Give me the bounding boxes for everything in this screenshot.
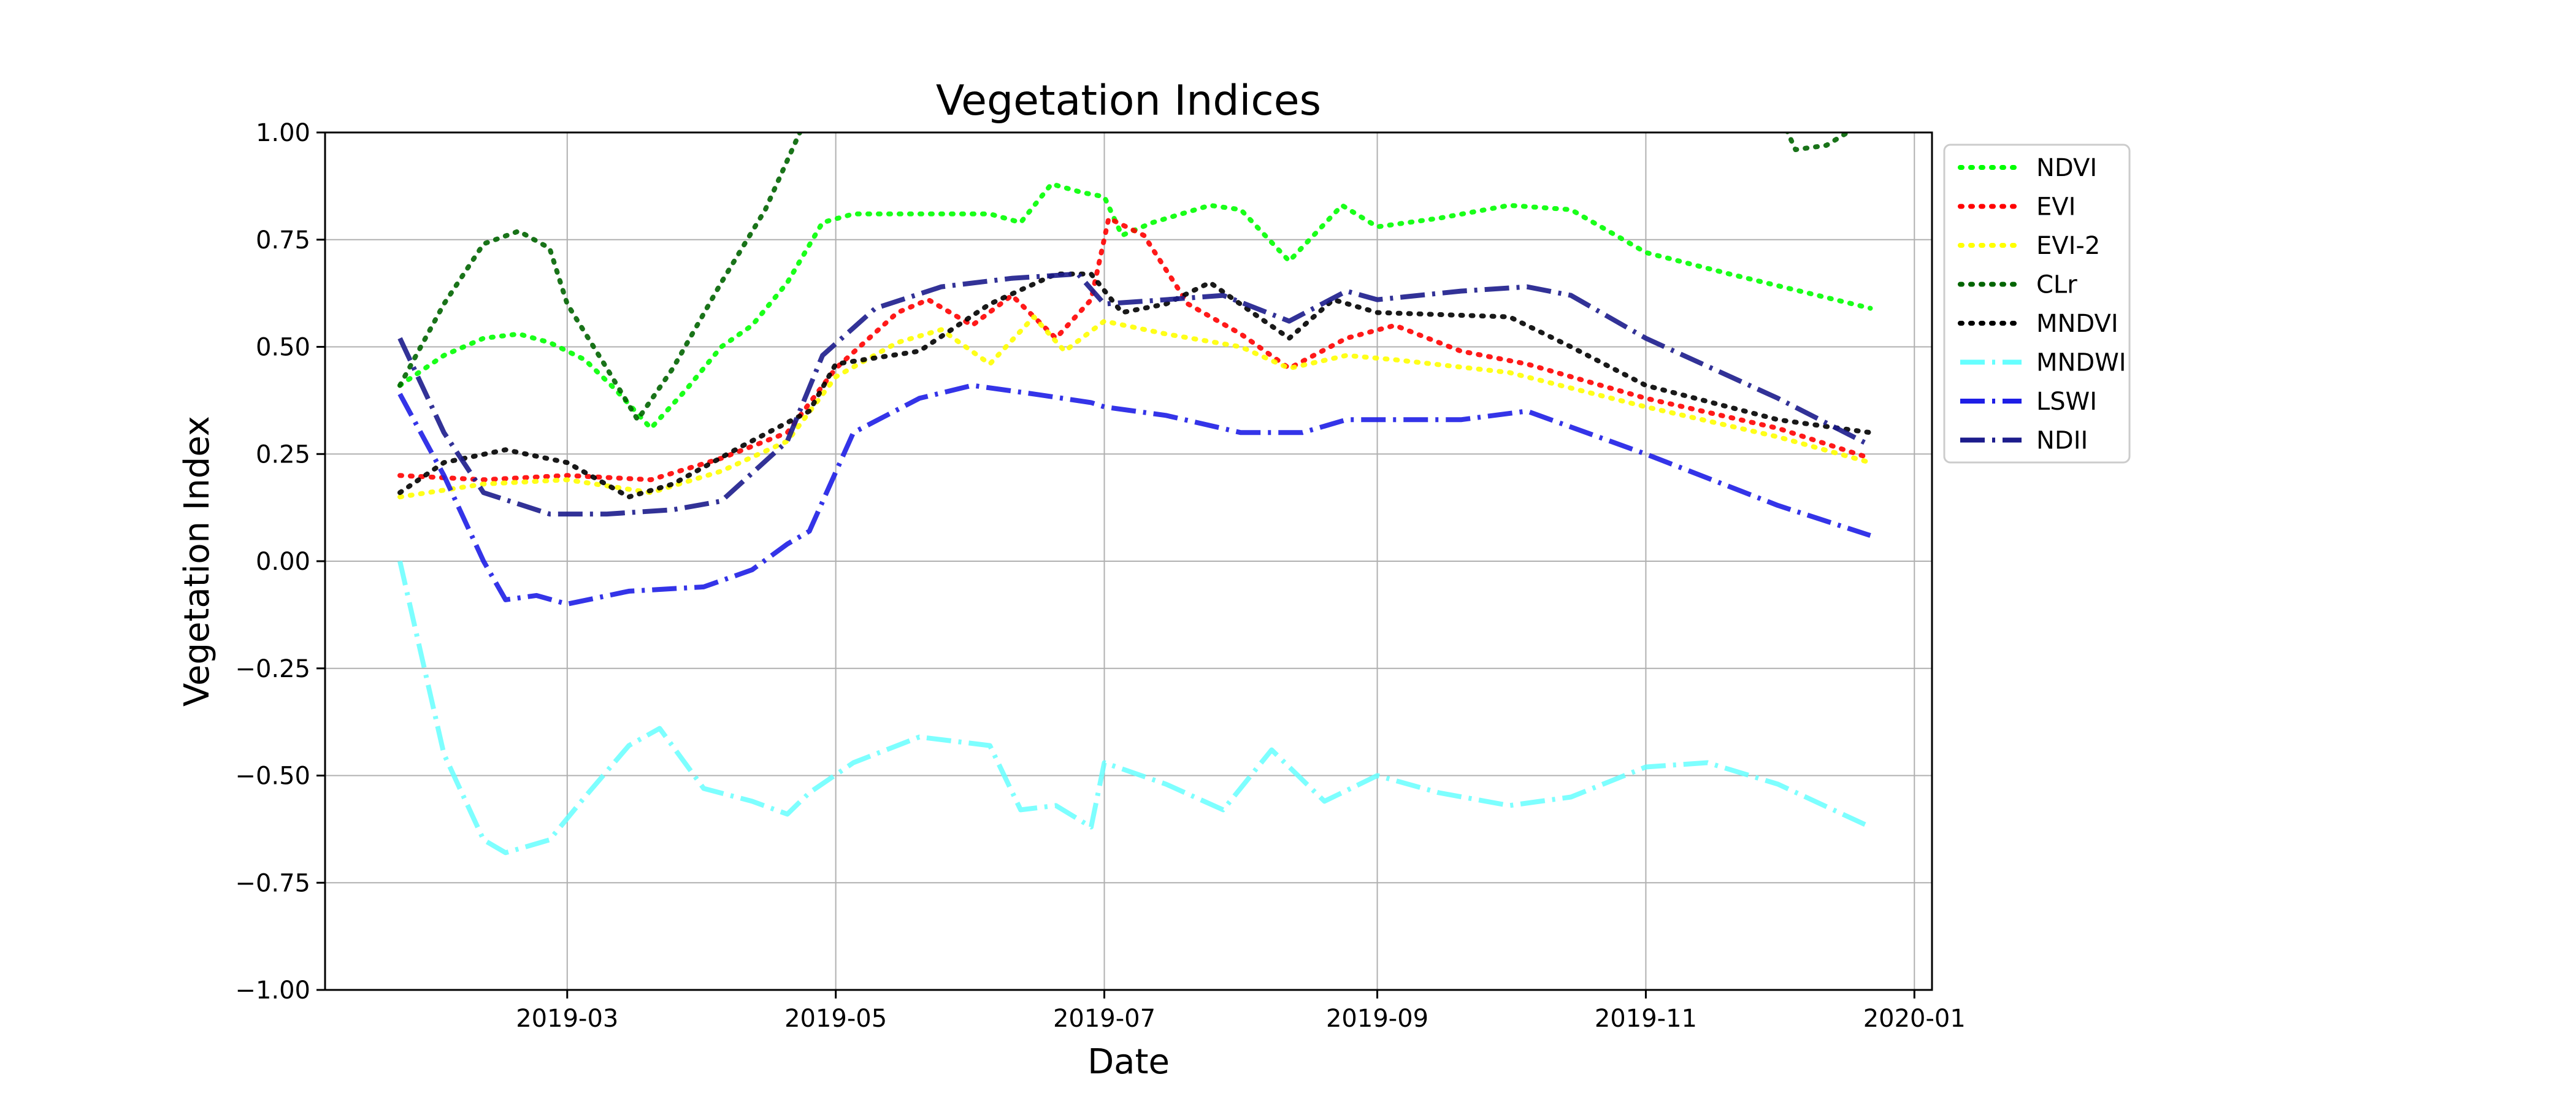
chart-title: Vegetation Indices xyxy=(936,77,1321,125)
y-tick-label: 0.00 xyxy=(256,548,310,576)
x-axis-ticks: 2019-03 2019-05 2019-07 2019-09 2019-11 2020-… xyxy=(516,990,1966,1033)
series-lines xyxy=(397,132,1873,856)
x-tick-label: 2019-07 xyxy=(1053,1005,1156,1033)
y-tick-label: 0.50 xyxy=(256,334,310,362)
x-axis-label: Date xyxy=(1087,1042,1170,1082)
series-line-mndwi xyxy=(397,561,1872,856)
legend-label-evi-2: EVI-2 xyxy=(2036,232,2100,260)
series-line-clr xyxy=(397,132,803,423)
legend-label-evi: EVI xyxy=(2036,193,2076,221)
legend-label-mndwi: MNDWI xyxy=(2036,349,2126,377)
series-line-mndvi xyxy=(397,271,1873,500)
y-tick-label: −0.25 xyxy=(235,655,310,683)
legend: NDVI EVI EVI-2 CLr MNDVI MNDWI LSWI NDII xyxy=(1943,144,2131,464)
x-tick-label: 2019-11 xyxy=(1595,1005,1697,1033)
series-line-evi-2 xyxy=(397,314,1873,500)
legend-label-clr: CLr xyxy=(2036,271,2077,299)
y-tick-label: 0.75 xyxy=(256,226,310,255)
y-axis-label: Vegetation Index xyxy=(177,416,217,707)
x-tick-label: 2019-09 xyxy=(1326,1005,1428,1033)
y-tick-label: 0.25 xyxy=(256,440,310,469)
series-line-clr xyxy=(1785,132,1852,152)
y-tick-label: −1.00 xyxy=(235,976,310,1005)
x-tick-label: 2019-05 xyxy=(784,1005,887,1033)
y-axis-ticks: −1.00 −0.75 −0.50 −0.25 0.00 0.25 0.50 0.75 1.00 xyxy=(235,119,325,1005)
series-line-ndvi xyxy=(397,181,1873,431)
y-tick-label: −0.50 xyxy=(235,762,310,791)
x-tick-label: 2020-01 xyxy=(1863,1005,1966,1033)
y-tick-label: −0.75 xyxy=(235,869,310,897)
series-line-evi xyxy=(397,215,1873,483)
legend-label-ndvi: NDVI xyxy=(2036,154,2097,182)
series-line-ndii xyxy=(397,271,1872,517)
legend-box xyxy=(1943,144,2131,464)
legend-label-mndvi: MNDVI xyxy=(2036,310,2118,338)
y-tick-label: 1.00 xyxy=(256,119,310,147)
series-line-lswi xyxy=(397,383,1871,607)
x-tick-label: 2019-03 xyxy=(516,1005,618,1033)
legend-label-ndii: NDII xyxy=(2036,427,2088,455)
legend-label-lswi: LSWI xyxy=(2036,388,2097,416)
